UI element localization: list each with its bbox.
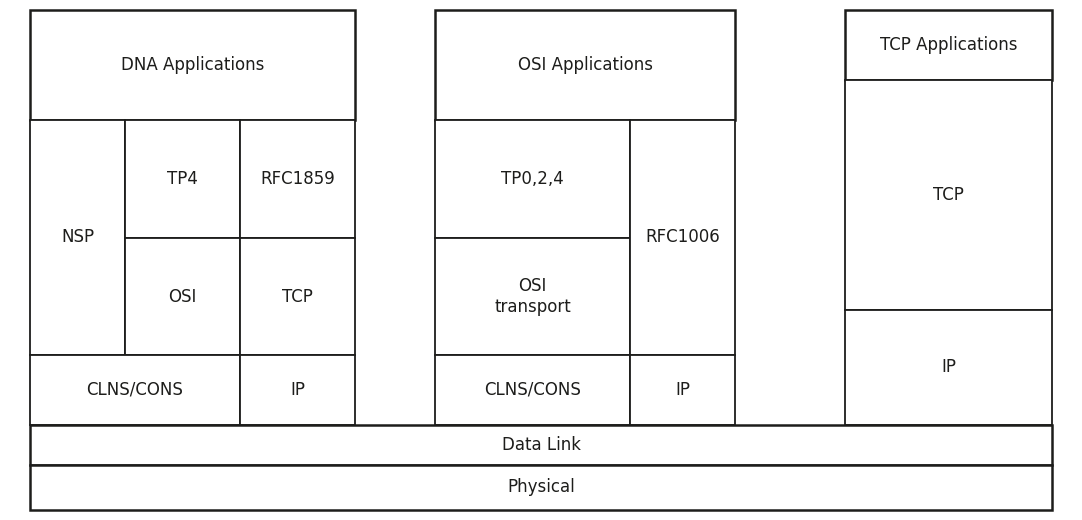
Bar bbox=[435, 10, 735, 120]
Text: OSI: OSI bbox=[169, 288, 197, 305]
Text: TCP Applications: TCP Applications bbox=[880, 36, 1017, 54]
Bar bbox=[435, 355, 630, 425]
Bar bbox=[126, 238, 240, 355]
Text: TP4: TP4 bbox=[167, 170, 198, 188]
Text: IP: IP bbox=[290, 381, 305, 399]
Bar bbox=[240, 238, 355, 355]
Bar bbox=[845, 10, 1052, 80]
Bar bbox=[30, 10, 355, 120]
Text: NSP: NSP bbox=[61, 228, 94, 246]
Text: OSI Applications: OSI Applications bbox=[517, 56, 652, 74]
Text: RFC1859: RFC1859 bbox=[260, 170, 334, 188]
Text: TP0,2,4: TP0,2,4 bbox=[501, 170, 564, 188]
Bar bbox=[845, 80, 1052, 310]
Bar bbox=[435, 120, 630, 238]
Bar bbox=[630, 355, 735, 425]
Bar bbox=[630, 120, 735, 355]
Text: Physical: Physical bbox=[507, 478, 575, 497]
Text: Data Link: Data Link bbox=[501, 436, 581, 454]
Bar bbox=[30, 355, 240, 425]
Bar bbox=[240, 120, 355, 238]
Bar bbox=[30, 465, 1052, 510]
Text: CLNS/CONS: CLNS/CONS bbox=[87, 381, 184, 399]
Bar bbox=[30, 425, 1052, 465]
Bar bbox=[30, 120, 126, 355]
Text: RFC1006: RFC1006 bbox=[645, 228, 720, 246]
Text: OSI
transport: OSI transport bbox=[494, 277, 571, 316]
Text: TCP: TCP bbox=[933, 186, 964, 204]
Bar bbox=[435, 238, 630, 355]
Text: DNA Applications: DNA Applications bbox=[121, 56, 264, 74]
Bar bbox=[126, 120, 240, 238]
Bar bbox=[240, 355, 355, 425]
Text: TCP: TCP bbox=[282, 288, 313, 305]
Text: IP: IP bbox=[675, 381, 690, 399]
Text: CLNS/CONS: CLNS/CONS bbox=[484, 381, 581, 399]
Bar bbox=[845, 310, 1052, 425]
Text: IP: IP bbox=[941, 358, 956, 376]
